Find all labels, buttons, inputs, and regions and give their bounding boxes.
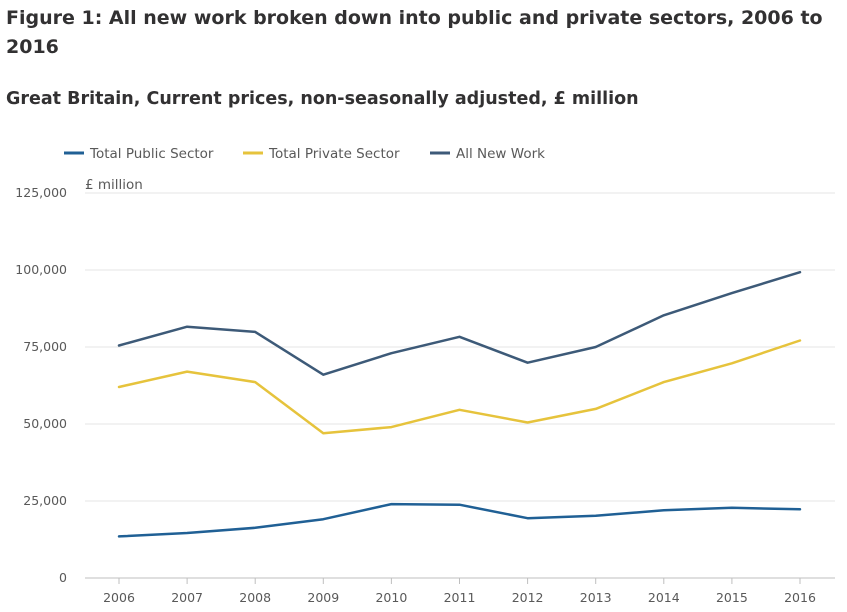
y-tick-label: 0	[59, 570, 67, 585]
data-point	[117, 343, 122, 348]
data-point	[798, 270, 803, 275]
data-point	[661, 313, 666, 318]
data-point	[185, 531, 190, 536]
legend: Total Public Sector Total Private Sector A…	[64, 146, 545, 162]
y-tick-label: 100,000	[15, 262, 67, 277]
data-point	[593, 513, 598, 518]
data-point	[661, 508, 666, 513]
x-tick-label: 2016	[784, 590, 816, 605]
x-tick-label: 2015	[716, 590, 748, 605]
chart-title: Figure 1: All new work broken down into …	[6, 7, 823, 58]
data-point	[389, 351, 394, 356]
series-lines	[117, 270, 803, 539]
data-point	[389, 502, 394, 507]
data-point	[457, 407, 462, 412]
y-tick-label: 50,000	[23, 416, 67, 431]
x-tick-label: 2007	[171, 590, 203, 605]
data-point	[117, 534, 122, 539]
data-point	[253, 525, 258, 530]
x-tick-label: 2009	[307, 590, 339, 605]
data-point	[729, 361, 734, 366]
series-line-all-new-work	[117, 270, 802, 376]
y-axis-label: £ million	[85, 177, 143, 193]
data-point	[185, 369, 190, 374]
data-point	[525, 360, 530, 365]
legend-label: Total Public Sector	[89, 146, 214, 162]
x-tick-label: 2014	[648, 590, 680, 605]
series-line-total-private-sector	[117, 339, 802, 435]
x-tick-label: 2013	[580, 590, 612, 605]
y-tick-label: 125,000	[15, 185, 67, 200]
chart-subtitle: Great Britain, Current prices, non-seaso…	[6, 89, 639, 109]
data-point	[117, 385, 122, 390]
data-point	[593, 345, 598, 350]
data-point	[525, 420, 530, 425]
x-tick-label: 2006	[103, 590, 135, 605]
data-point	[389, 425, 394, 430]
data-point	[457, 502, 462, 507]
data-point	[798, 507, 803, 512]
data-point	[798, 338, 803, 343]
gridlines	[85, 192, 835, 502]
x-tick-label: 2012	[512, 590, 544, 605]
data-point	[661, 380, 666, 385]
data-point	[729, 291, 734, 296]
data-point	[457, 334, 462, 339]
data-point	[253, 329, 258, 334]
series-line-total-public-sector	[117, 502, 802, 538]
data-point	[729, 505, 734, 510]
legend-label: All New Work	[456, 146, 545, 162]
x-tick-label: 2011	[444, 590, 476, 605]
legend-label: Total Private Sector	[268, 146, 400, 162]
data-point	[321, 517, 326, 522]
data-point	[253, 380, 258, 385]
y-tick-label: 75,000	[23, 339, 67, 354]
data-point	[321, 372, 326, 377]
data-point	[321, 431, 326, 436]
data-point	[525, 516, 530, 521]
data-point	[185, 324, 190, 329]
x-tick-label: 2008	[239, 590, 271, 605]
y-tick-label: 25,000	[23, 493, 67, 508]
data-point	[593, 406, 598, 411]
axes: 0 25,000 50,000 75,000 100,000 125,000 2006 200…	[15, 185, 835, 605]
x-tick-label: 2010	[375, 590, 407, 605]
